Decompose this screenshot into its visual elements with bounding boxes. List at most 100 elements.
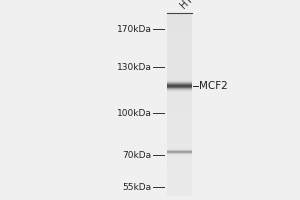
Text: 130kDa: 130kDa (117, 62, 152, 72)
Bar (167, 37, 192, 39)
Bar (167, 80, 192, 81)
Bar (167, 86, 192, 88)
Bar (167, 108, 192, 110)
Bar (167, 112, 192, 114)
Bar (167, 159, 192, 161)
Bar (167, 68, 192, 70)
Bar (167, 81, 192, 82)
Bar (167, 172, 192, 174)
Bar (167, 88, 192, 90)
Bar (167, 156, 192, 158)
Bar (167, 87, 192, 88)
Bar (167, 15, 192, 17)
Bar (167, 42, 192, 44)
Bar (167, 143, 192, 145)
Bar (167, 18, 192, 20)
Bar (167, 194, 192, 196)
Bar (167, 51, 192, 53)
Bar (167, 181, 192, 183)
Bar (167, 89, 192, 90)
Bar (167, 101, 192, 103)
Bar (167, 17, 192, 18)
Bar (167, 66, 192, 68)
Bar (167, 147, 192, 148)
Bar (167, 46, 192, 48)
Bar (167, 119, 192, 121)
Bar (167, 110, 192, 112)
Bar (167, 121, 192, 123)
Bar (167, 154, 192, 156)
Bar (167, 170, 192, 172)
Bar (167, 134, 192, 136)
Bar (167, 90, 192, 92)
Bar (167, 83, 192, 84)
Bar (167, 192, 192, 194)
Text: 70kDa: 70kDa (122, 150, 152, 160)
Bar (167, 91, 192, 92)
Bar (167, 153, 192, 154)
Bar (167, 64, 192, 66)
Bar (167, 174, 192, 176)
Bar (167, 103, 192, 104)
Bar (167, 92, 192, 94)
Bar (167, 161, 192, 163)
Bar (167, 137, 192, 139)
Text: 170kDa: 170kDa (117, 24, 152, 33)
Bar (167, 132, 192, 134)
Bar (167, 72, 192, 73)
Bar (167, 86, 192, 87)
Bar (167, 22, 192, 24)
Bar (167, 35, 192, 37)
Bar (167, 62, 192, 64)
Bar (167, 73, 192, 75)
Bar (167, 150, 192, 151)
Bar (167, 191, 192, 192)
Bar (167, 57, 192, 59)
Bar (167, 83, 192, 84)
Text: HT-29: HT-29 (178, 0, 205, 10)
Bar (167, 125, 192, 126)
Bar (167, 28, 192, 29)
Bar (167, 13, 192, 15)
Bar (167, 163, 192, 165)
Bar (167, 31, 192, 33)
Bar (167, 126, 192, 128)
Bar (167, 183, 192, 185)
Bar (167, 128, 192, 130)
Bar (167, 180, 192, 181)
Text: 100kDa: 100kDa (117, 108, 152, 117)
Bar (167, 152, 192, 153)
Bar (167, 81, 192, 83)
Bar (167, 106, 192, 108)
Bar (167, 158, 192, 159)
Bar (167, 148, 192, 150)
Bar (167, 55, 192, 57)
Bar (167, 29, 192, 31)
Bar (167, 26, 192, 28)
Bar (167, 185, 192, 187)
Bar (167, 61, 192, 62)
Bar (167, 44, 192, 46)
Bar (167, 79, 192, 81)
Bar (167, 130, 192, 132)
Bar (167, 39, 192, 40)
Bar (167, 141, 192, 143)
Bar (167, 99, 192, 101)
Bar (167, 154, 192, 155)
Bar (167, 136, 192, 137)
Bar (167, 48, 192, 50)
Bar (167, 53, 192, 55)
Text: MCF2: MCF2 (199, 81, 228, 91)
Bar (167, 169, 192, 170)
Bar (167, 88, 192, 89)
Bar (167, 84, 192, 86)
Bar (167, 104, 192, 106)
Bar (167, 82, 192, 83)
Text: 55kDa: 55kDa (122, 182, 152, 192)
Bar (167, 94, 192, 95)
Bar (167, 33, 192, 35)
Bar (167, 84, 192, 85)
Bar (167, 152, 192, 154)
Bar (167, 77, 192, 79)
Bar (167, 139, 192, 141)
